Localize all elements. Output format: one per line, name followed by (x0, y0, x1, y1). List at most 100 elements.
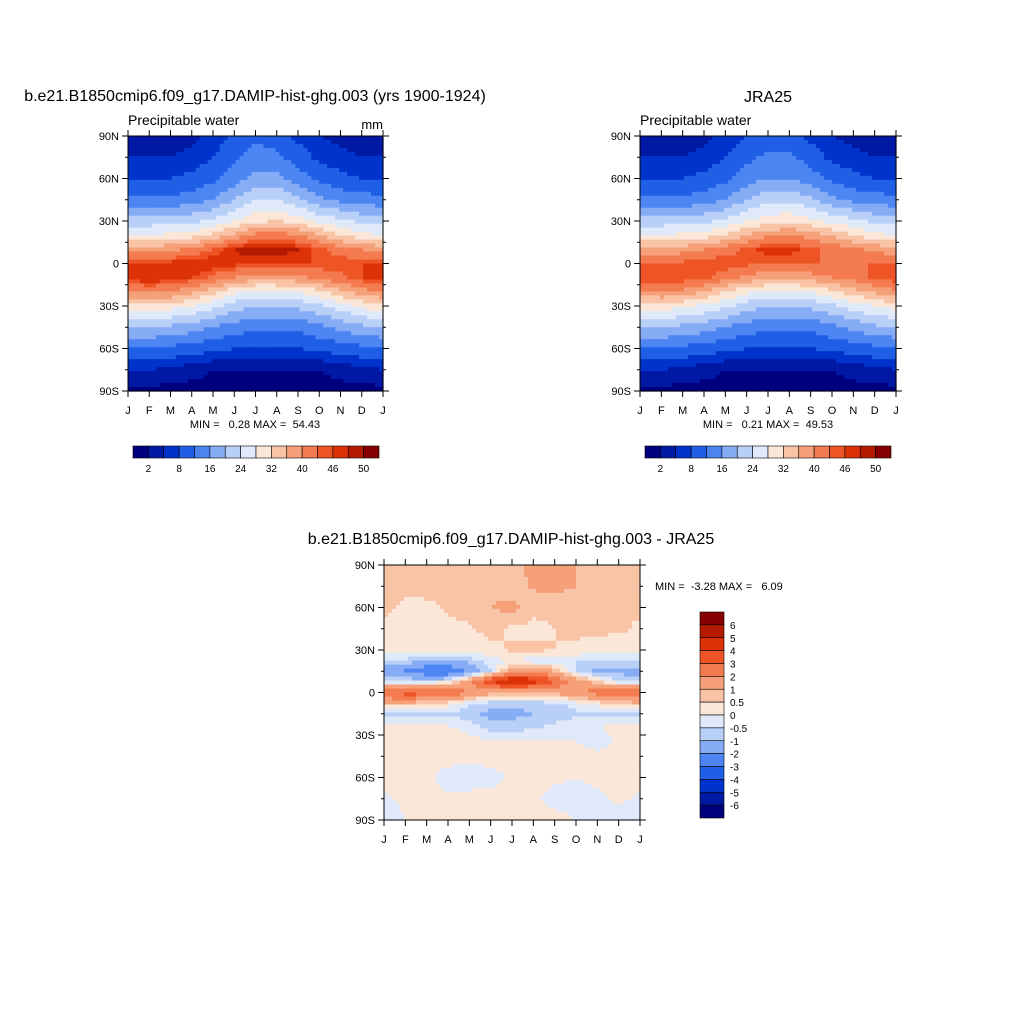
contour-cell (371, 383, 376, 388)
contour-cell (335, 255, 340, 261)
contour-cell (375, 191, 380, 197)
contour-cell (359, 347, 364, 352)
contour-cell (235, 139, 241, 145)
contour-cell (335, 271, 340, 277)
contour-cell (187, 147, 193, 153)
contour-cell (131, 299, 137, 304)
contour-cell (852, 179, 857, 185)
contour-cell (191, 383, 197, 388)
contour-cell (339, 291, 344, 296)
contour-cell (135, 319, 141, 324)
contour-cell (780, 171, 785, 177)
contour-cell (311, 375, 316, 380)
contour-cell (379, 159, 384, 165)
contour-cell (207, 187, 213, 193)
contour-cell (355, 327, 360, 332)
contour-cell (271, 291, 277, 296)
contour-cell (335, 239, 340, 245)
contour-cell (327, 279, 332, 285)
contour-cell (159, 319, 165, 324)
contour-cell (211, 375, 217, 380)
contour-cell (231, 179, 237, 185)
contour-cell (199, 155, 205, 161)
contour-cell (339, 215, 344, 221)
contour-cell (171, 171, 177, 177)
contour-cell (203, 159, 209, 165)
contour-cell (267, 279, 273, 285)
contour-cell (752, 159, 757, 165)
contour-cell (271, 183, 277, 189)
contour-cell (227, 136, 233, 141)
contour-cell (367, 235, 372, 241)
contour-cell (660, 183, 665, 189)
contour-cell (772, 136, 777, 141)
contour-cell (295, 136, 300, 141)
contour-cell (371, 259, 376, 265)
contour-cell (808, 179, 813, 185)
contour-cell (307, 191, 312, 197)
contour-cell (211, 251, 217, 257)
contour-cell (640, 179, 645, 185)
contour-cell (343, 387, 348, 392)
contour-cell (243, 331, 249, 336)
contour-cell (800, 143, 805, 149)
contour-cell (227, 383, 233, 388)
contour-cell (207, 195, 213, 201)
contour-cell (131, 203, 137, 209)
contour-cell (371, 347, 376, 352)
contour-cell (323, 355, 328, 360)
y-tick-label: 60N (99, 174, 119, 186)
contour-cell (271, 155, 277, 161)
contour-cell (355, 187, 360, 193)
contour-cell (139, 351, 145, 356)
contour-cell (319, 379, 324, 384)
contour-cell (179, 171, 185, 177)
contour-cell (295, 331, 300, 336)
contour-cell (151, 203, 157, 209)
contour-cell (128, 187, 133, 193)
contour-cell (163, 167, 169, 173)
contour-cell (155, 307, 161, 312)
contour-cell (227, 271, 233, 277)
contour-cell (343, 271, 348, 277)
contour-cell (295, 159, 300, 165)
contour-cell (820, 147, 825, 153)
contour-cell (724, 163, 729, 169)
contour-cell (231, 359, 237, 364)
contour-cell (251, 339, 257, 344)
contour-cell (339, 283, 344, 288)
contour-cell (311, 315, 316, 320)
contour-cell (195, 323, 201, 328)
contour-cell (295, 223, 300, 229)
contour-cell (191, 359, 197, 364)
contour-cell (708, 183, 713, 189)
contour-cell (347, 136, 352, 141)
contour-cell (772, 155, 777, 161)
contour-cell (652, 167, 657, 173)
contour-cell (319, 351, 324, 356)
contour-cell (844, 136, 849, 141)
contour-cell (203, 251, 209, 257)
contour-cell (139, 331, 145, 336)
contour-cell (139, 151, 145, 157)
contour-cell (235, 367, 241, 372)
contour-cell (243, 195, 249, 201)
contour-cell (171, 363, 177, 368)
contour-cell (327, 267, 332, 273)
contour-cell (223, 295, 229, 300)
contour-cell (231, 319, 237, 324)
contour-cell (255, 227, 261, 233)
contour-cell (700, 147, 705, 153)
contour-cell (672, 151, 677, 157)
contour-cell (131, 263, 137, 269)
contour-cell (363, 219, 368, 225)
contour-cell (700, 159, 705, 165)
contour-cell (239, 219, 245, 225)
contour-cell (251, 387, 257, 392)
contour-cell (267, 227, 273, 233)
contour-cell (223, 319, 229, 324)
contour-cell (672, 167, 677, 173)
contour-cell (147, 151, 153, 157)
contour-cell (159, 287, 165, 292)
contour-cell (235, 251, 241, 257)
